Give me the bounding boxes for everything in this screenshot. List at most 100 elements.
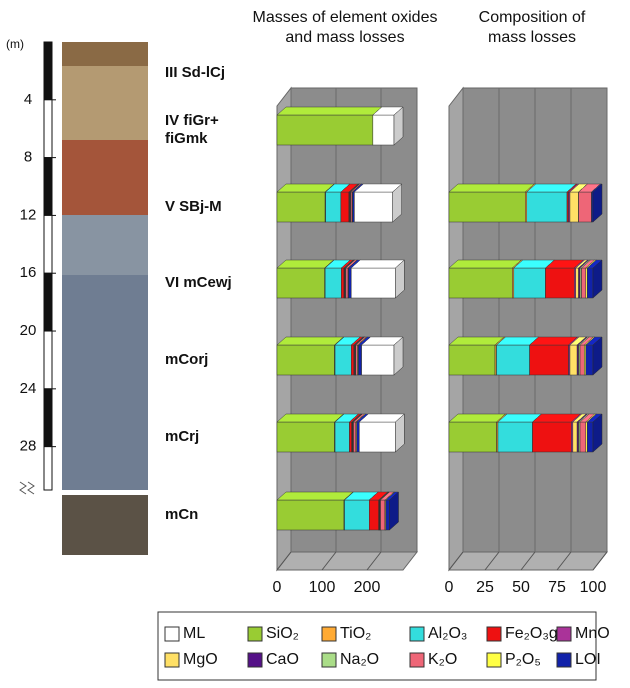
scale-segment — [43, 99, 53, 159]
bar-segment — [448, 259, 523, 299]
bar-front — [349, 421, 352, 453]
legend-label: LOI — [575, 651, 601, 668]
x-tick-label: 100 — [309, 579, 336, 596]
legend-swatch — [486, 626, 502, 642]
x-tick-label: 25 — [476, 579, 494, 596]
scale-segment — [43, 388, 53, 448]
photo — [62, 42, 148, 555]
legend-label: TiO₂ — [340, 625, 371, 642]
category-label: mCrj — [165, 428, 200, 445]
tick-mark — [321, 551, 337, 571]
bar-top — [276, 259, 335, 269]
legend-swatch — [321, 652, 337, 668]
tick-mark — [276, 551, 292, 571]
bar-segment — [448, 183, 535, 223]
category-label: VI mCewj — [165, 274, 232, 291]
bar-front — [578, 191, 592, 223]
bar-front — [356, 421, 360, 453]
bar-front — [526, 191, 568, 223]
legend-swatch — [247, 626, 263, 642]
bar-top — [448, 183, 535, 193]
scale-segment — [43, 446, 53, 491]
bar-side — [395, 259, 405, 299]
bar-front — [532, 421, 572, 453]
axis-label: (m) — [6, 37, 24, 51]
bar-front — [276, 421, 335, 453]
bar-front — [448, 344, 496, 376]
bar-front — [341, 267, 345, 299]
bar-front — [385, 499, 390, 531]
chart-title: Composition of mass losses — [478, 9, 586, 46]
bar-front — [585, 344, 594, 376]
bar-top — [448, 413, 507, 423]
bar-front — [351, 267, 396, 299]
bar-front — [496, 344, 530, 376]
legend-label: ML — [183, 625, 205, 642]
bar-segment — [372, 106, 404, 146]
bar-front — [575, 267, 579, 299]
legend-swatch — [409, 626, 425, 642]
bar-front — [372, 114, 395, 146]
bar-front — [353, 421, 356, 453]
tick-mark — [366, 551, 382, 571]
bar-side — [592, 183, 603, 223]
bar-segment — [585, 336, 603, 376]
y-tick-label: 4 — [24, 91, 32, 108]
bar-front — [276, 191, 326, 223]
bar-segment — [353, 183, 403, 223]
bar-front — [448, 421, 497, 453]
y-tick-label: 8 — [24, 149, 32, 166]
bar-top — [448, 336, 505, 346]
bar-side — [389, 491, 399, 531]
legend-swatch — [556, 626, 572, 642]
chart-title: Masses of element oxides and mass losses — [252, 9, 438, 46]
x-tick-label: 200 — [354, 579, 381, 596]
bar-segment — [586, 413, 603, 453]
bar-front — [569, 344, 578, 376]
legend-label: MnO — [575, 625, 610, 642]
bar-top — [276, 183, 335, 193]
scale-segment — [43, 330, 53, 390]
bar-front — [345, 267, 349, 299]
side-wall — [448, 86, 464, 572]
y-tick-label: 28 — [20, 438, 37, 455]
legend-label: MgO — [183, 651, 218, 668]
bar-front — [497, 421, 533, 453]
bar-side — [392, 183, 402, 223]
break-symbol — [19, 481, 35, 495]
bar-segment — [276, 106, 383, 146]
scale-segment — [43, 41, 53, 101]
bar-top — [448, 259, 523, 269]
legend-swatch — [486, 652, 502, 668]
bar-front — [324, 267, 342, 299]
category-label: mCn — [165, 506, 199, 523]
bar-top — [276, 491, 354, 501]
bar-front — [358, 344, 362, 376]
bar-front — [355, 344, 358, 376]
y-tick-label: 12 — [20, 206, 37, 223]
legend-swatch — [247, 652, 263, 668]
bar-front — [348, 267, 352, 299]
bar-front — [579, 421, 587, 453]
tick-mark — [448, 551, 464, 571]
bar-side — [592, 413, 603, 453]
bar-front — [352, 191, 355, 223]
bar-top — [276, 413, 345, 423]
y-tick-label: 20 — [20, 322, 37, 339]
legend-label: P₂O₅ — [505, 651, 541, 668]
y-tick-label: 16 — [20, 264, 37, 281]
x-tick-label: 75 — [548, 579, 566, 596]
floor — [275, 551, 419, 571]
x-tick-label: 0 — [445, 579, 454, 596]
category-label: mCorj — [165, 351, 209, 368]
x-tick-label: 0 — [273, 579, 282, 596]
bar-top — [276, 106, 383, 116]
bar-front — [334, 421, 350, 453]
bar-front — [354, 191, 393, 223]
bar-side — [393, 106, 404, 146]
bar-segment — [350, 259, 406, 299]
bar-side — [592, 336, 603, 376]
bar-front — [344, 499, 370, 531]
legend-swatch — [164, 626, 180, 642]
back-wall — [290, 87, 418, 553]
